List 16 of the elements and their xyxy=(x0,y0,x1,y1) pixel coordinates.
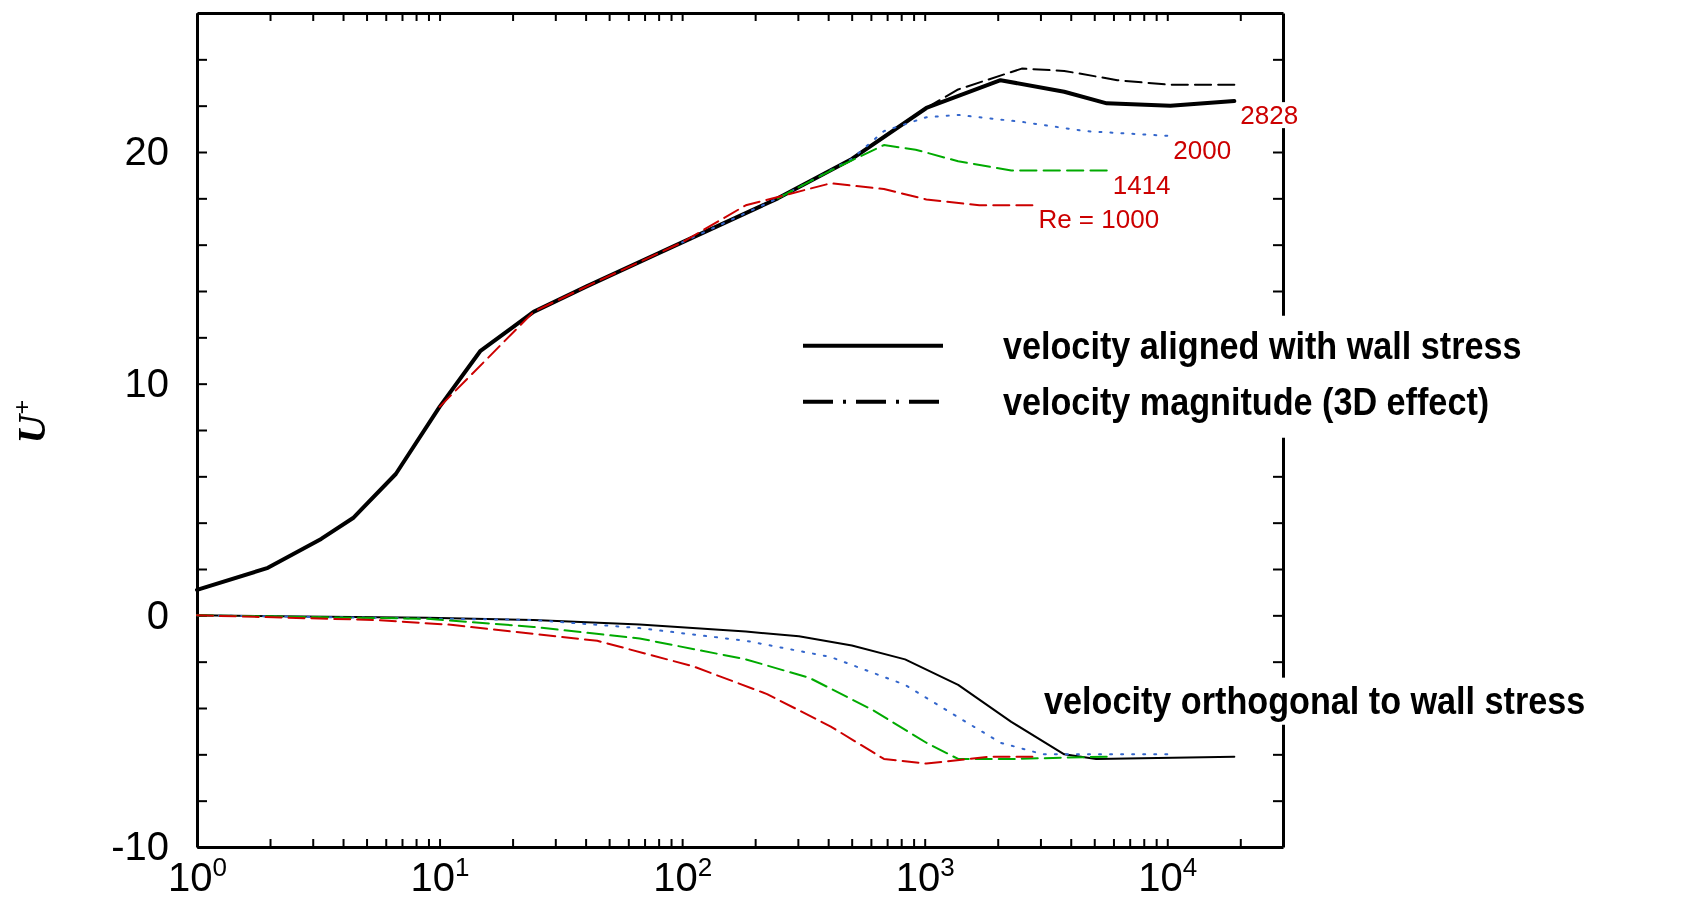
y-tick-label: 20 xyxy=(124,129,169,174)
y-tick-label: 0 xyxy=(146,592,169,637)
annotation: velocity orthogonal to wall stress xyxy=(1044,679,1586,723)
x-tick-label: 10$^{2}$ xyxy=(653,852,713,900)
annotation: 2828 xyxy=(1240,100,1299,131)
y-tick-label: 10 xyxy=(124,360,169,405)
annotation: 1414 xyxy=(1112,169,1171,200)
x-tick-label: 10$^{4}$ xyxy=(1138,852,1198,900)
x-tick-label: 10$^{0}$ xyxy=(168,852,227,900)
legend-label: velocity magnitude (3D effect) xyxy=(1003,380,1490,424)
y-tick-label: -10 xyxy=(111,824,169,869)
x-tick-label: 10$^{3}$ xyxy=(895,852,955,900)
annotation: 2000 xyxy=(1173,134,1232,165)
legend-label: velocity aligned with wall stress xyxy=(1003,324,1522,368)
x-tick-label: 10$^{1}$ xyxy=(410,852,470,900)
annotation: Re = 1000 xyxy=(1038,204,1160,235)
